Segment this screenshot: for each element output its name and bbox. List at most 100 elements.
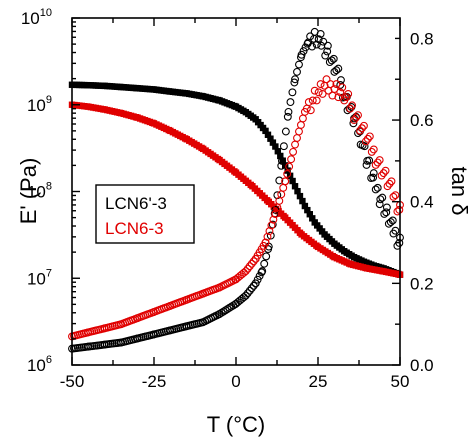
data-point: [262, 127, 269, 135]
data-point: [243, 289, 252, 298]
legend: LCN6'-3 LCN6-3: [95, 184, 195, 244]
data-point: [291, 183, 299, 190]
data-point: [239, 293, 248, 302]
data-point: [295, 60, 303, 69]
data-point: [258, 267, 267, 276]
data-point: [217, 308, 226, 317]
data-point: [332, 80, 341, 89]
data-point: [308, 96, 317, 105]
right-y-tick-label: 0.4: [410, 193, 434, 212]
data-point: [279, 142, 288, 151]
data-point: [365, 132, 374, 141]
data-point: [245, 262, 254, 271]
data-point: [380, 210, 389, 218]
data-point: [296, 192, 304, 200]
data-point: [371, 185, 380, 194]
data-point: [288, 88, 297, 97]
data-point: [327, 56, 336, 65]
left-y-tick-label: 107: [27, 267, 52, 288]
data-point: [271, 205, 280, 214]
data-point: [377, 171, 386, 180]
data-point: [310, 86, 319, 95]
data-point: [381, 166, 390, 175]
data-point: [279, 157, 286, 164]
data-point: [369, 169, 378, 178]
data-point: [290, 78, 299, 87]
data-point: [306, 211, 313, 218]
data-point: [329, 54, 338, 63]
data-point: [312, 96, 321, 105]
data-point: [373, 158, 382, 167]
data-point: [277, 156, 286, 165]
right-y-axis-label: tan δ: [447, 167, 472, 216]
x-axis-ticks: -50 -25 0 25 50: [60, 18, 409, 391]
data-point: [336, 88, 345, 97]
data-point: [323, 47, 332, 56]
data-point: [304, 98, 313, 107]
left-y-tick-label: 106: [27, 354, 52, 375]
legend-label-lcn6-3: LCN6-3: [105, 219, 164, 238]
data-point: [358, 124, 366, 133]
data-point: [319, 37, 328, 46]
data-point: [365, 156, 374, 165]
data-point: [274, 148, 282, 155]
data-point: [243, 264, 252, 273]
series-4: [68, 75, 404, 341]
data-point: [363, 134, 372, 143]
data-point: [360, 142, 369, 151]
data-point: [284, 107, 293, 116]
data-point: [296, 121, 305, 129]
data-point: [283, 170, 292, 178]
data-point: [336, 80, 345, 89]
data-point: [354, 129, 362, 138]
right-y-tick-label: 0.2: [410, 274, 434, 293]
data-point: [223, 305, 232, 314]
data-point: [291, 140, 299, 149]
data-point: [281, 127, 290, 136]
data-point: [382, 203, 391, 212]
data-point: [293, 67, 301, 76]
data-point: [272, 143, 279, 150]
data-point: [286, 98, 295, 107]
data-point: [301, 202, 309, 210]
data-point: [375, 200, 384, 209]
left-y-axis-label: E' (Pa): [16, 158, 41, 225]
x-tick-label: 0: [231, 372, 240, 391]
left-y-tick-label: 108: [27, 181, 52, 202]
data-point: [267, 135, 274, 142]
legend-box: [95, 184, 195, 244]
data-point: [373, 183, 382, 192]
data-point: [277, 152, 284, 160]
data-point: [391, 191, 400, 200]
x-axis-label: T (°C): [207, 412, 266, 437]
data-point: [279, 183, 288, 192]
x-tick-label: -25: [142, 372, 167, 391]
data-point: [382, 208, 391, 217]
right-y-tick-label: 0.8: [410, 29, 434, 48]
data-point: [344, 89, 353, 98]
data-point: [338, 83, 347, 92]
data-point: [361, 137, 370, 146]
data-point: [356, 126, 364, 135]
data-point: [295, 127, 303, 136]
data-point: [371, 161, 380, 169]
data-point: [239, 268, 248, 277]
left-y-tick-label: 109: [27, 94, 52, 115]
data-point: [332, 66, 341, 75]
data-point: [285, 162, 294, 171]
data-point: [306, 32, 315, 41]
data-point: [262, 252, 271, 261]
data-point: [376, 195, 385, 204]
data-point: [318, 89, 327, 98]
data-point: [379, 169, 388, 178]
data-point: [369, 173, 378, 182]
data-point: [249, 257, 258, 266]
data-point: [314, 88, 323, 97]
data-point: [359, 121, 368, 130]
data-point: [391, 226, 400, 235]
data-point: [241, 267, 250, 276]
left-y-axis-ticks: 106 107 108 109 1010: [21, 7, 80, 375]
data-point: [291, 75, 299, 84]
data-point: [221, 306, 230, 315]
